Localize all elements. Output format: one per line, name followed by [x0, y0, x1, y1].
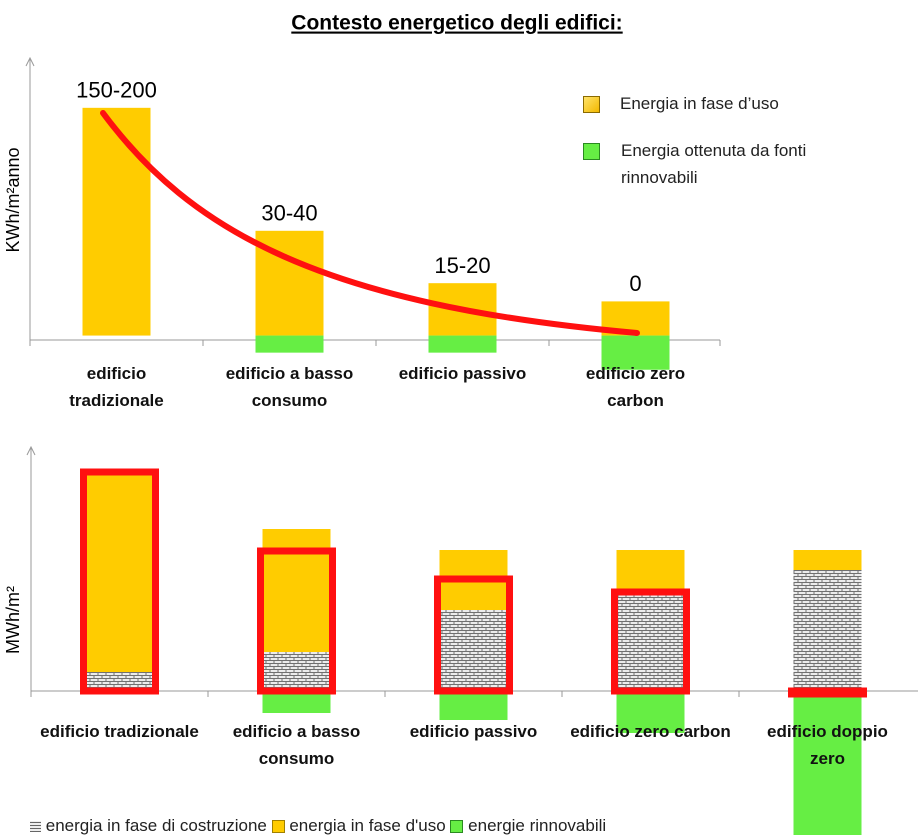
bar-segment [439, 691, 508, 720]
value-label: 30-40 [261, 201, 317, 226]
bar-segment [262, 529, 331, 652]
bar-segment [82, 107, 151, 336]
x-tick-label: edificio zero carbon [585, 364, 686, 410]
y-axis [26, 445, 36, 695]
bar-segment [85, 672, 154, 691]
bar-segment [262, 691, 331, 713]
x-tick-label: edificio passivo [398, 364, 527, 383]
legend-text: energia in fase di costruzione [45, 816, 267, 835]
legend-item: Energia ottenuta da fonti rinnovabili [583, 137, 843, 191]
bar-segment [793, 570, 862, 691]
net-outline [80, 468, 159, 695]
bar-segment [793, 691, 862, 835]
legend-swatch [30, 821, 41, 833]
x-tick-label: edificio a basso consumo [232, 722, 361, 768]
y-axis [25, 56, 35, 345]
legend-item: Energia in fase d’uso [583, 90, 779, 117]
bar-segment [85, 472, 154, 672]
chart-title: Contesto energetico degli edifici: [291, 12, 622, 35]
bar-segment [601, 335, 670, 370]
legend-text: Energia in fase d’uso [620, 94, 779, 113]
net-outline [434, 575, 513, 695]
x-tick-label: edificio passivo [409, 722, 538, 741]
bar-segment [428, 335, 497, 353]
bar-segment [616, 691, 685, 733]
bar-segment [793, 550, 862, 570]
net-outline [257, 547, 336, 695]
x-tick-label: edificio tradizionale [69, 364, 164, 410]
bar-segment [439, 610, 508, 691]
net-outline [788, 687, 867, 698]
y-axis-label: MWh/m² [3, 586, 23, 654]
legend-text: energia in fase d'uso [289, 816, 446, 835]
legend-swatch [271, 820, 285, 834]
x-tick-label: edificio zero carbon [570, 722, 731, 741]
legend-swatch [583, 143, 600, 160]
x-tick-label: edificio a basso consumo [225, 364, 354, 410]
bar-segment [262, 652, 331, 691]
y-axis-label: KWh/m²anno [3, 147, 23, 252]
x-tick-label: edificio tradizionale [40, 722, 199, 741]
legend: energia in fase di costruzione energia i… [30, 812, 606, 839]
legend-text: energie rinnovabili [468, 816, 607, 835]
x-axis [29, 339, 721, 346]
value-label: 15-20 [434, 253, 490, 278]
value-label: 0 [629, 271, 641, 296]
legend-text: Energia ottenuta da fonti rinnovabili [621, 141, 807, 187]
bar-segment [255, 335, 324, 353]
legend-swatch [583, 96, 600, 114]
value-label: 150-200 [76, 78, 157, 103]
bar-segment [616, 550, 685, 590]
bar-segment [616, 590, 685, 691]
trend-curve [100, 110, 640, 336]
legend-swatch [450, 820, 464, 834]
net-outline [611, 588, 690, 695]
x-tick-label: edificio doppio zero [767, 722, 888, 768]
